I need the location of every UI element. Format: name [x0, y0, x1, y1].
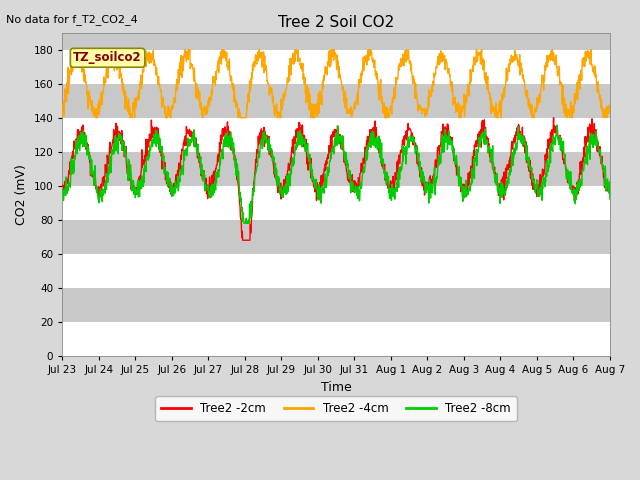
Bar — [62, 49, 610, 84]
X-axis label: Time: Time — [321, 381, 351, 394]
Y-axis label: CO2 (mV): CO2 (mV) — [15, 164, 28, 225]
Bar — [62, 322, 610, 356]
Title: Tree 2 Soil CO2: Tree 2 Soil CO2 — [278, 15, 394, 30]
Bar — [62, 186, 610, 220]
Legend: Tree2 -2cm, Tree2 -4cm, Tree2 -8cm: Tree2 -2cm, Tree2 -4cm, Tree2 -8cm — [156, 396, 516, 421]
Bar — [62, 118, 610, 152]
Text: TZ_soilco2: TZ_soilco2 — [74, 51, 142, 64]
Bar — [62, 254, 610, 288]
Text: No data for f_T2_CO2_4: No data for f_T2_CO2_4 — [6, 14, 138, 25]
